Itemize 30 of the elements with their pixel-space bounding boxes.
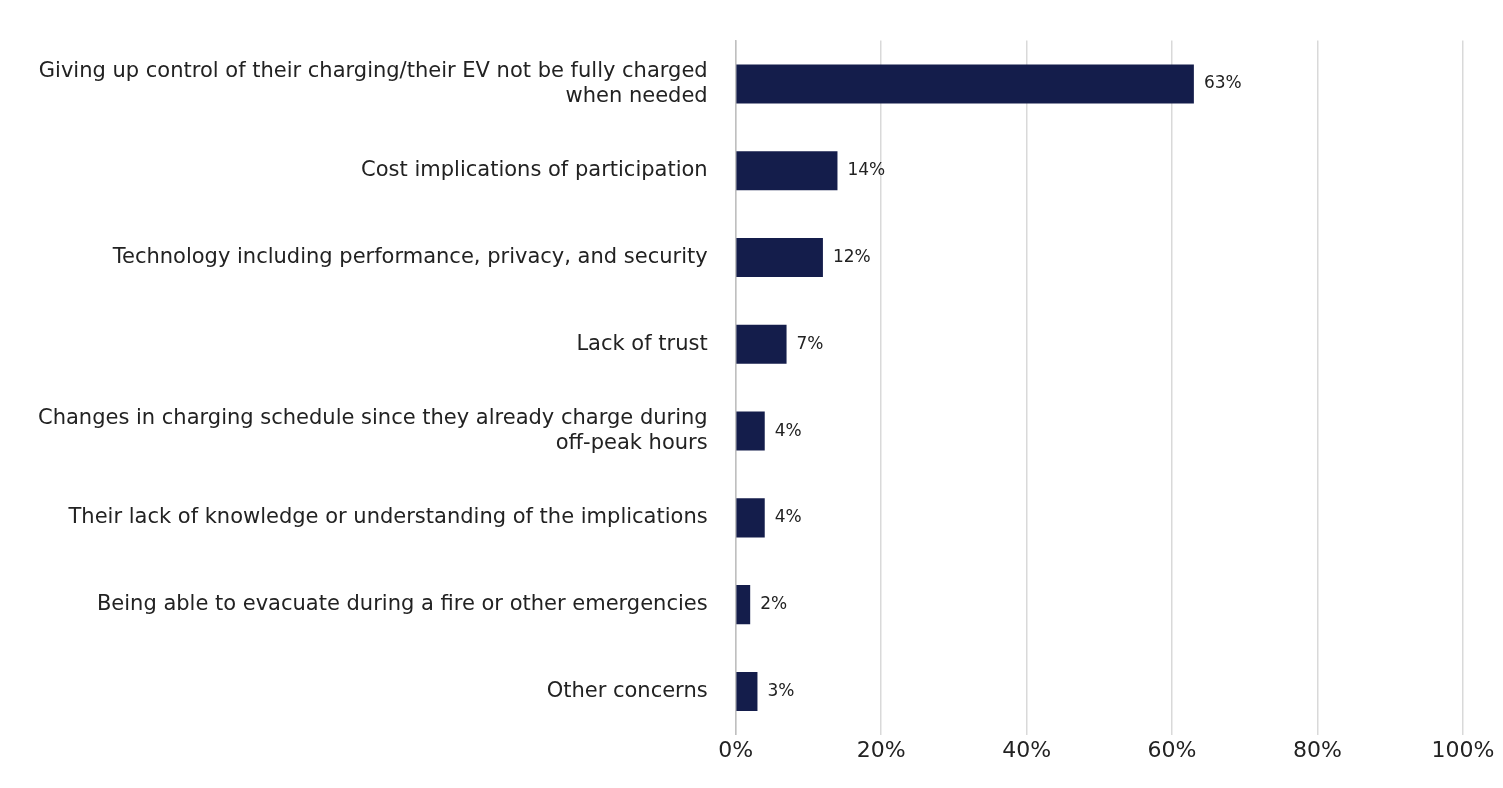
data-label: 7% [796, 332, 824, 353]
y-tick-label: Lack of trust [576, 330, 708, 355]
y-tick-label: Cost implications of participation [361, 157, 708, 182]
data-label: 12% [832, 245, 871, 266]
bar [736, 585, 751, 625]
x-tick-label: 0% [718, 736, 754, 762]
bar [736, 151, 838, 191]
x-tick-label: 80% [1293, 736, 1342, 762]
bar [736, 498, 765, 538]
y-tick-label: Changes in charging schedule since they already charge during off-peak hours [37, 404, 708, 455]
bar [736, 324, 787, 364]
y-tick-label: Being able to evacuate during a fire or other emergencies [96, 591, 708, 616]
y-tick-label: Other concerns [546, 677, 708, 702]
bar [736, 671, 758, 711]
data-label: 2% [760, 593, 788, 614]
x-tick-label: 40% [1002, 736, 1052, 762]
y-tick-label: Technology including performance, privacy, and security [111, 243, 708, 268]
data-label: 4% [774, 419, 802, 440]
data-label: 14% [847, 159, 886, 180]
x-tick-label: 20% [856, 736, 906, 762]
x-tick-label: 60% [1147, 736, 1197, 762]
bar [736, 411, 765, 451]
y-tick-label: Giving up control of their charging/their EV not be fully charged when needed [38, 57, 708, 108]
bar [736, 64, 1194, 104]
data-label: 63% [1203, 72, 1242, 93]
y-tick-label: Their lack of knowledge or understanding of the implications [67, 504, 708, 529]
data-label: 4% [774, 506, 802, 527]
bar [736, 238, 823, 278]
x-tick-label: 100% [1431, 736, 1495, 762]
data-label: 3% [767, 679, 795, 700]
